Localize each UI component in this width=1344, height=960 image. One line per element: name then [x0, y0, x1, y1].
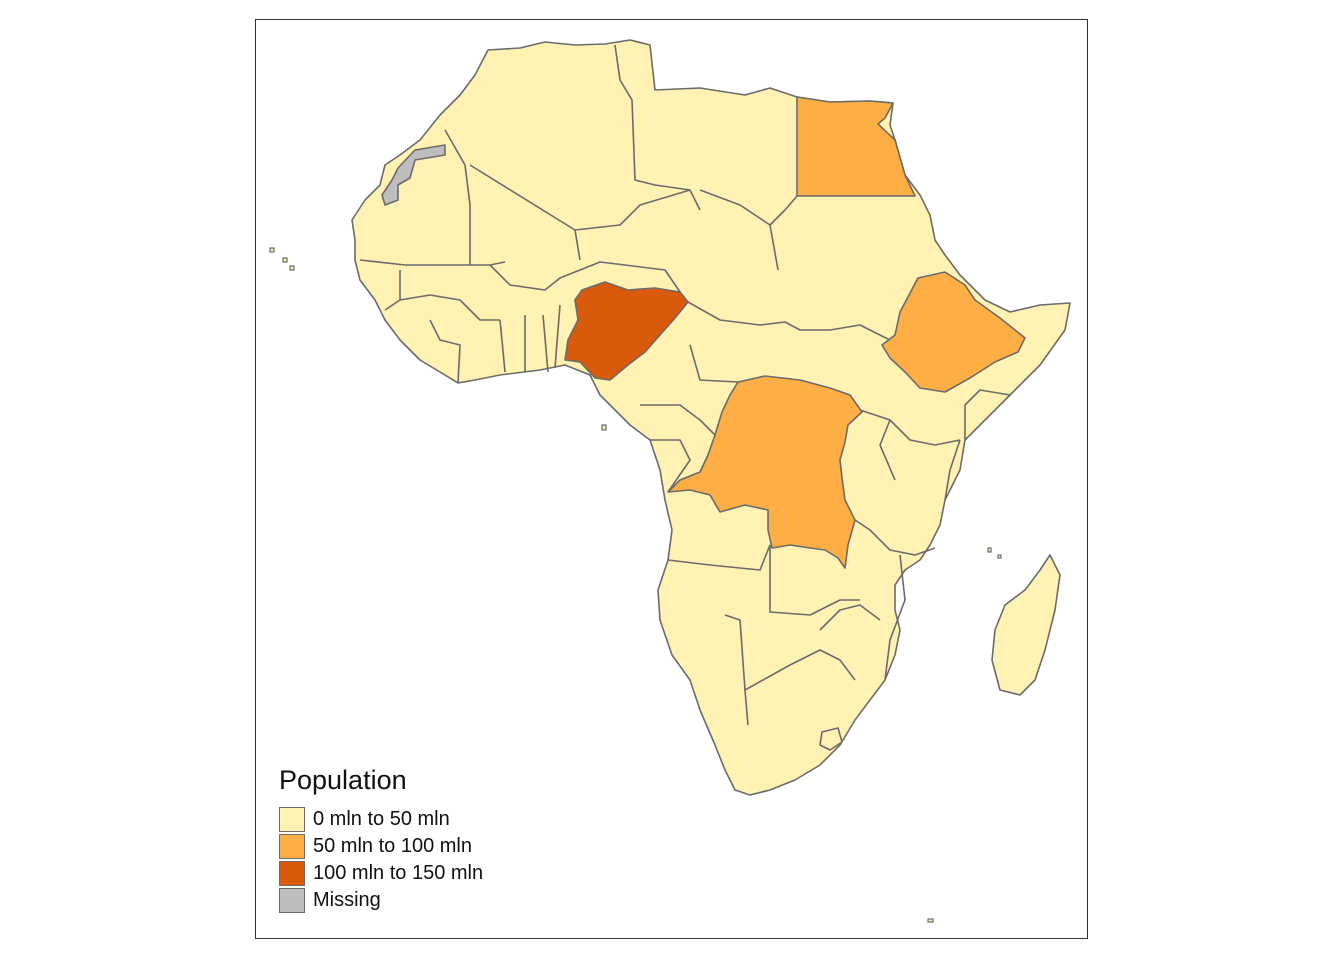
country-lesotho [819, 727, 843, 751]
africa-landmass [351, 39, 1071, 796]
islet [282, 257, 288, 263]
legend-item: 100 mln to 150 mln [279, 860, 483, 887]
islet [927, 918, 934, 923]
legend-title: Population [279, 765, 407, 795]
islet [601, 424, 607, 431]
legend-item: 50 mln to 100 mln [279, 833, 483, 860]
islet [997, 554, 1002, 559]
island-madagascar [991, 554, 1061, 696]
country-nigeria [564, 281, 689, 381]
legend-swatch [279, 807, 305, 832]
legend-swatch [279, 861, 305, 886]
islet [987, 547, 992, 553]
legend-swatch [279, 888, 305, 913]
country-egypt [796, 96, 916, 197]
islet [289, 265, 295, 271]
country-dr-congo [667, 375, 863, 569]
country-borders [359, 44, 1011, 726]
country-ethiopia [881, 271, 1026, 393]
legend-item: Missing [279, 887, 483, 914]
legend-swatch [279, 834, 305, 859]
islet [269, 247, 275, 253]
legend-label: 50 mln to 100 mln [313, 835, 472, 857]
country-western-sahara [381, 144, 446, 206]
legend-label: Missing [313, 889, 381, 911]
legend-label: 100 mln to 150 mln [313, 862, 484, 884]
legend-label: 0 mln to 50 mln [313, 808, 450, 830]
legend: Population 0 mln to 50 mln 50 mln to 100… [279, 764, 483, 914]
legend-item: 0 mln to 50 mln [279, 806, 483, 833]
